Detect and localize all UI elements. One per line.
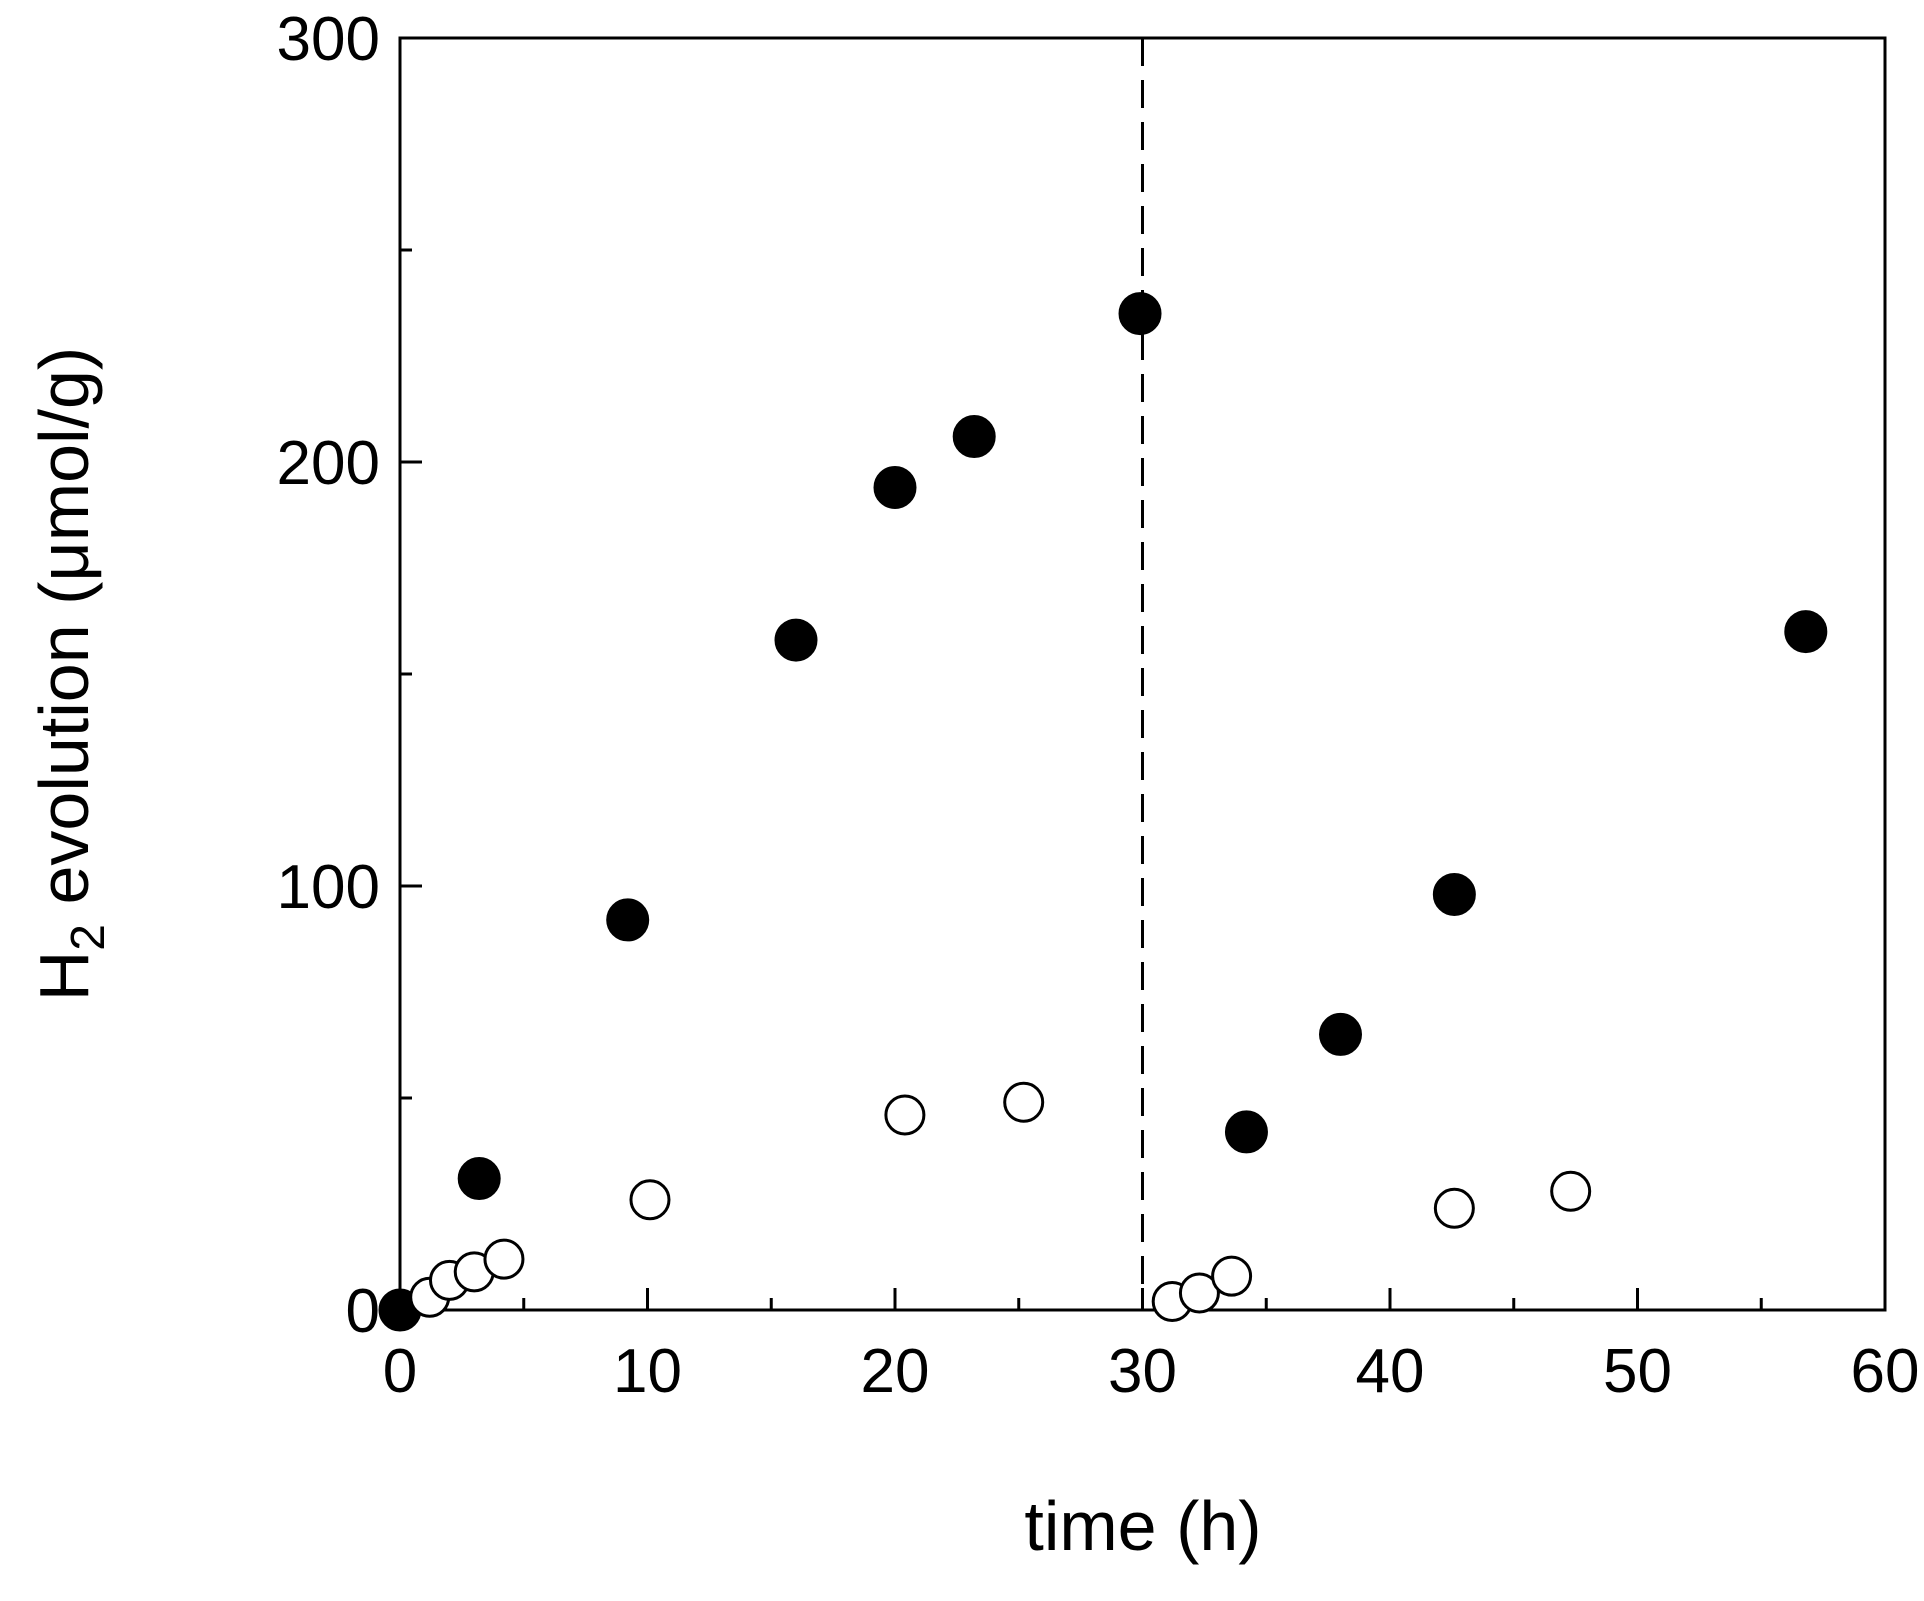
filled-data-point (774, 618, 818, 662)
open-data-point (1211, 1255, 1253, 1297)
y-tick-label: 300 (277, 5, 380, 74)
open-data-point (1178, 1272, 1220, 1314)
open-data-point (483, 1238, 525, 1280)
filled-data-point (1432, 872, 1476, 916)
y-axis-label-subscript: 2 (62, 924, 115, 951)
open-data-point (629, 1179, 671, 1221)
x-axis-label: time (h) (1024, 1487, 1261, 1565)
x-tick-label: 0 (383, 1337, 417, 1406)
x-tick-label: 50 (1603, 1337, 1672, 1406)
y-tick-label: 200 (277, 429, 380, 498)
y-tick-label: 100 (277, 853, 380, 922)
filled-data-point (952, 415, 996, 459)
filled-data-point (457, 1157, 501, 1201)
data-points (378, 292, 1828, 1332)
filled-data-point (873, 465, 917, 509)
y-axis-label-prefix: H (25, 951, 103, 1002)
y-tick-label: 0 (346, 1277, 380, 1346)
filled-data-point (1784, 610, 1828, 654)
open-data-point (884, 1094, 926, 1136)
filled-data-point (1118, 292, 1162, 336)
y-axis-label-suffix: evolution (μmol/g) (25, 347, 103, 924)
open-data-point (1433, 1187, 1475, 1229)
y-axis-label: H2 evolution (μmol/g) (25, 347, 115, 1002)
open-data-point (1550, 1170, 1592, 1212)
filled-data-point (1319, 1012, 1362, 1056)
plot-frame (398, 36, 1887, 1312)
open-data-point (1003, 1081, 1045, 1123)
tick-labels: 0 10 20 30 40 50 60 0 100 200 300 (277, 5, 1920, 1406)
x-tick-label: 30 (1108, 1337, 1177, 1406)
filled-data-point (1224, 1110, 1268, 1154)
x-tick-label: 10 (613, 1337, 682, 1406)
x-tick-label: 40 (1356, 1337, 1425, 1406)
filled-data-point (606, 898, 650, 942)
x-tick-label: 20 (861, 1337, 930, 1406)
x-tick-label: 60 (1851, 1337, 1920, 1406)
